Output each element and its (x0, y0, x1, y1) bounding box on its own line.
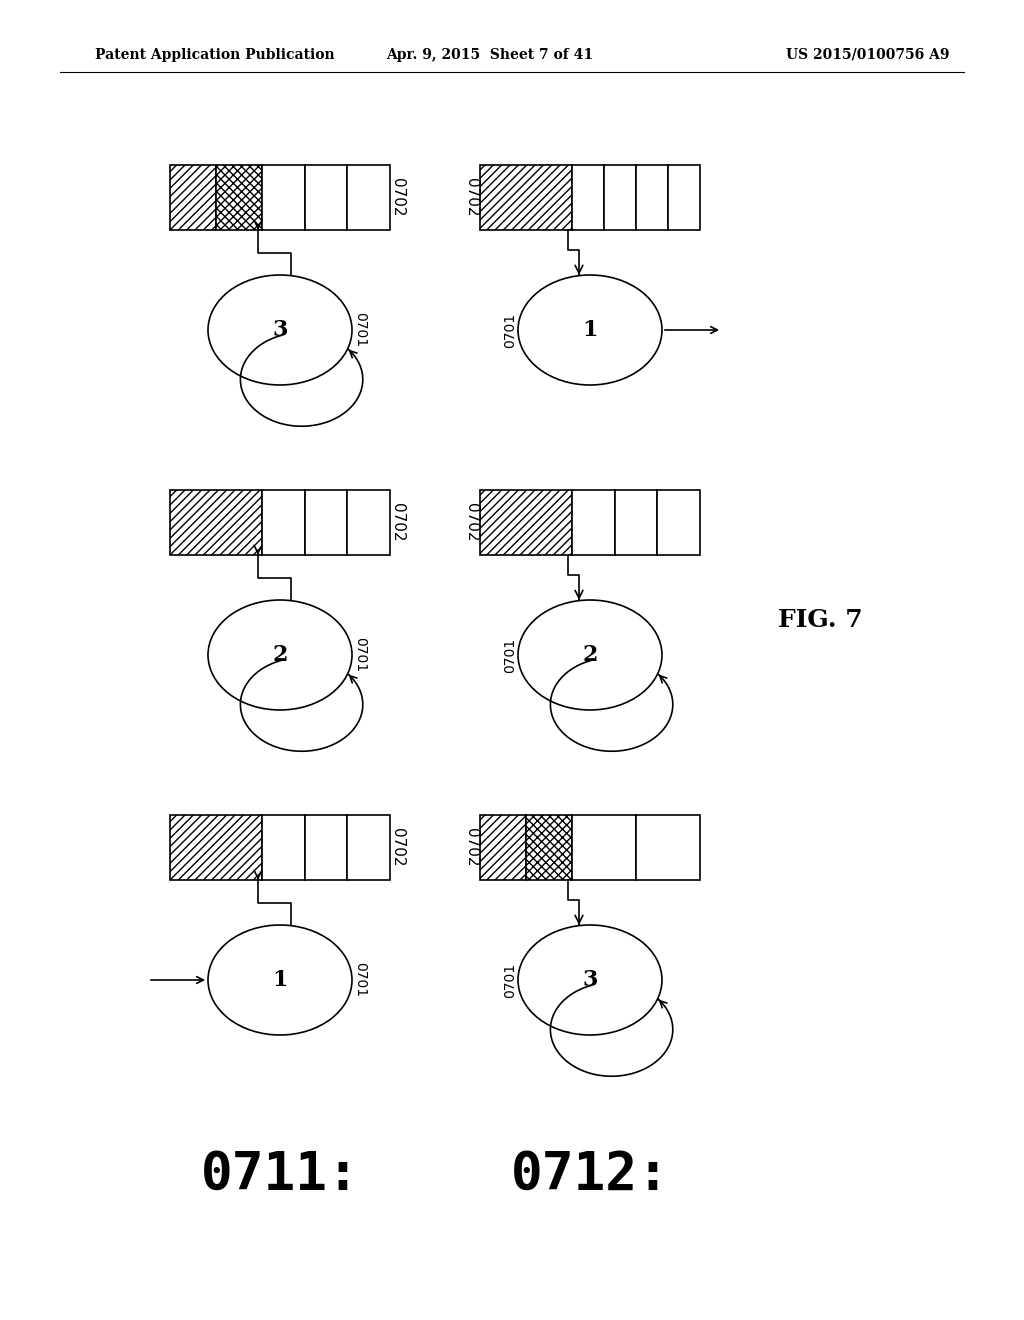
Bar (636, 165, 668, 230)
Bar (170, 490, 262, 554)
Ellipse shape (518, 925, 662, 1035)
Bar (615, 490, 657, 554)
Text: 0701: 0701 (353, 313, 367, 347)
Bar (668, 165, 700, 230)
Bar (305, 490, 347, 554)
Text: 0712:: 0712: (511, 1148, 670, 1201)
Text: 1: 1 (272, 969, 288, 991)
Text: 0701: 0701 (503, 962, 517, 998)
Bar (657, 490, 700, 554)
Bar (636, 814, 700, 880)
Bar (305, 814, 347, 880)
Ellipse shape (208, 601, 352, 710)
Bar (572, 814, 636, 880)
Ellipse shape (518, 601, 662, 710)
Text: 0702: 0702 (390, 828, 406, 867)
Text: US 2015/0100756 A9: US 2015/0100756 A9 (786, 48, 950, 62)
Bar (347, 814, 390, 880)
Text: 0701: 0701 (353, 962, 367, 998)
Text: 3: 3 (583, 969, 598, 991)
Bar (572, 490, 615, 554)
Bar (262, 490, 305, 554)
Text: 0702: 0702 (465, 828, 479, 867)
Bar (170, 165, 216, 230)
Bar (526, 814, 572, 880)
Bar (216, 165, 262, 230)
Bar (170, 814, 262, 880)
Text: 3: 3 (272, 319, 288, 341)
Text: 0702: 0702 (390, 503, 406, 541)
Text: Apr. 9, 2015  Sheet 7 of 41: Apr. 9, 2015 Sheet 7 of 41 (386, 48, 594, 62)
Text: 0702: 0702 (465, 503, 479, 541)
Text: 2: 2 (583, 644, 598, 667)
Bar (572, 165, 604, 230)
Ellipse shape (208, 925, 352, 1035)
Bar (480, 814, 526, 880)
Bar (604, 165, 636, 230)
Bar (480, 490, 572, 554)
Text: 1: 1 (583, 319, 598, 341)
Text: 0701: 0701 (503, 638, 517, 673)
Bar (305, 165, 347, 230)
Text: 2: 2 (272, 644, 288, 667)
Ellipse shape (518, 275, 662, 385)
Bar (262, 814, 305, 880)
Text: 0701: 0701 (503, 313, 517, 347)
Bar (347, 490, 390, 554)
Bar (262, 165, 305, 230)
Text: FIG. 7: FIG. 7 (777, 609, 862, 632)
Text: Patent Application Publication: Patent Application Publication (95, 48, 335, 62)
Text: 0701: 0701 (353, 638, 367, 673)
Text: 0702: 0702 (465, 178, 479, 216)
Ellipse shape (208, 275, 352, 385)
Bar (347, 165, 390, 230)
Text: 0711:: 0711: (201, 1148, 359, 1201)
Text: 0702: 0702 (390, 178, 406, 216)
Bar (480, 165, 572, 230)
